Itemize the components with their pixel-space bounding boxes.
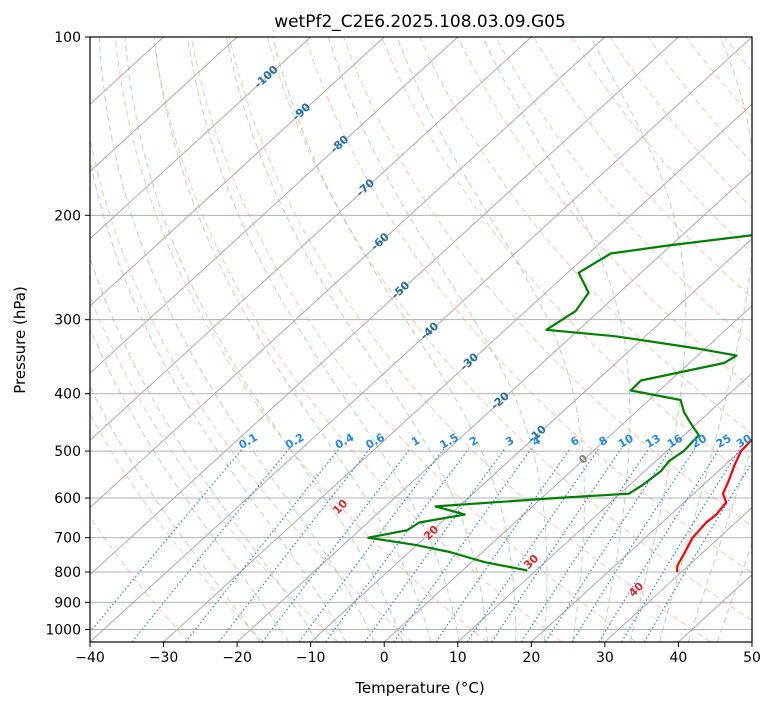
dry-adiabat-130 (572, 37, 775, 642)
mixing-ratio-label-11: 10 (616, 432, 636, 451)
x-tick-label-9: 50 (743, 650, 761, 666)
mixing-ratio-label-9: 6 (568, 434, 581, 449)
dry-adiabat-160 (686, 37, 775, 642)
moist-adiabat--4 (99, 37, 374, 642)
mixing-ratio-label-5: 1.5 (437, 431, 460, 452)
plot-area: -100-90-80-70-60-50-40-30-20-10010203040… (0, 37, 775, 642)
moist-adiabat-28 (483, 37, 630, 642)
mixing-ratio-line-11 (492, 449, 622, 643)
dry-adiabat--10 (39, 37, 338, 642)
x-tick-label-1: −30 (149, 650, 179, 666)
x-tick-label-5: 10 (449, 650, 467, 666)
dry-adiabat-170 (724, 37, 775, 642)
x-tick-label-7: 30 (596, 650, 614, 666)
moist-adiabat-20 (329, 37, 548, 642)
mixing-ratio-line-16 (622, 449, 740, 643)
mixing-ratio-label-14: 20 (689, 432, 709, 451)
mixing-ratio-line-14 (572, 449, 695, 643)
isotherm-50 (752, 37, 775, 642)
isotherm--80 (0, 37, 458, 642)
moist-adiabat-16 (273, 37, 516, 642)
moist-adiabat-4 (154, 37, 431, 642)
y-axis-label: Pressure (hPa) (11, 286, 29, 394)
dry-adiabat-label-3: 40 (626, 579, 646, 599)
y-tick-label-8: 900 (54, 595, 81, 611)
x-axis-label: Temperature (°C) (354, 679, 484, 697)
y-tick-label-6: 700 (54, 531, 81, 547)
mixing-ratio-line-2 (186, 449, 340, 643)
mixing-ratio-line-12 (522, 449, 649, 643)
mixing-ratio-label-7: 3 (503, 434, 516, 449)
dry-adiabat-180 (762, 37, 775, 642)
mixing-ratio-label-4: 1 (409, 434, 422, 449)
y-tick-label-3: 400 (54, 387, 81, 403)
x-tick-label-2: −20 (222, 650, 252, 666)
dry-adiabat-90 (420, 37, 775, 642)
isotherm--100 (0, 37, 311, 642)
isotherm--60 (0, 37, 605, 642)
y-tick-label-0: 100 (54, 30, 81, 46)
mixing-ratio-label-12: 13 (643, 432, 663, 451)
y-tick-label-1: 200 (54, 208, 81, 224)
moist-adiabat-36 (659, 37, 755, 642)
moist-adiabat-0 (125, 37, 403, 642)
dewpoint-profile (368, 37, 775, 570)
y-tick-label-4: 500 (54, 444, 81, 460)
y-tick-label-2: 300 (54, 313, 81, 329)
dry-adiabat-70 (344, 37, 775, 642)
dry-adiabat-20 (153, 37, 561, 642)
mixing-ratio-label-13: 16 (665, 432, 685, 451)
mixing-ratio-line-7 (365, 449, 505, 643)
isotherm--10 (311, 37, 775, 642)
mixing-ratio-line-1 (132, 449, 289, 643)
x-tick-label-6: 20 (522, 650, 540, 666)
mixing-ratio-line-17 (644, 449, 760, 643)
x-tick-label-3: −10 (296, 650, 326, 666)
mixing-ratio-line-9 (436, 449, 570, 643)
y-tick-label-9: 1000 (45, 622, 81, 638)
mixing-ratio-label-17: 36 (755, 432, 775, 451)
mixing-ratio-label-1: 0.2 (283, 431, 306, 452)
x-tick-label-4: 0 (380, 650, 389, 666)
dry-adiabat-50 (267, 37, 775, 642)
dry-adiabat-150 (648, 37, 775, 642)
isotherm--110 (0, 37, 237, 642)
chart-title: wetPf2_C2E6.2025.108.03.09.G05 (274, 12, 566, 32)
isotherm--50 (16, 37, 678, 642)
dry-adiabat-label-0: 10 (330, 497, 350, 517)
mixing-ratio-line-0 (82, 449, 243, 643)
mixing-ratio-label-0: 0.1 (236, 431, 259, 452)
x-tick-label-8: 40 (670, 650, 688, 666)
mixing-ratio-label-3: 0.6 (364, 431, 388, 452)
y-tick-label-5: 600 (54, 491, 81, 507)
mixing-ratio-label-2: 0.4 (333, 431, 357, 452)
y-tick-label-7: 800 (54, 565, 81, 581)
moist-adiabat-40 (688, 37, 775, 642)
x-tick-label-0: −40 (75, 650, 105, 666)
